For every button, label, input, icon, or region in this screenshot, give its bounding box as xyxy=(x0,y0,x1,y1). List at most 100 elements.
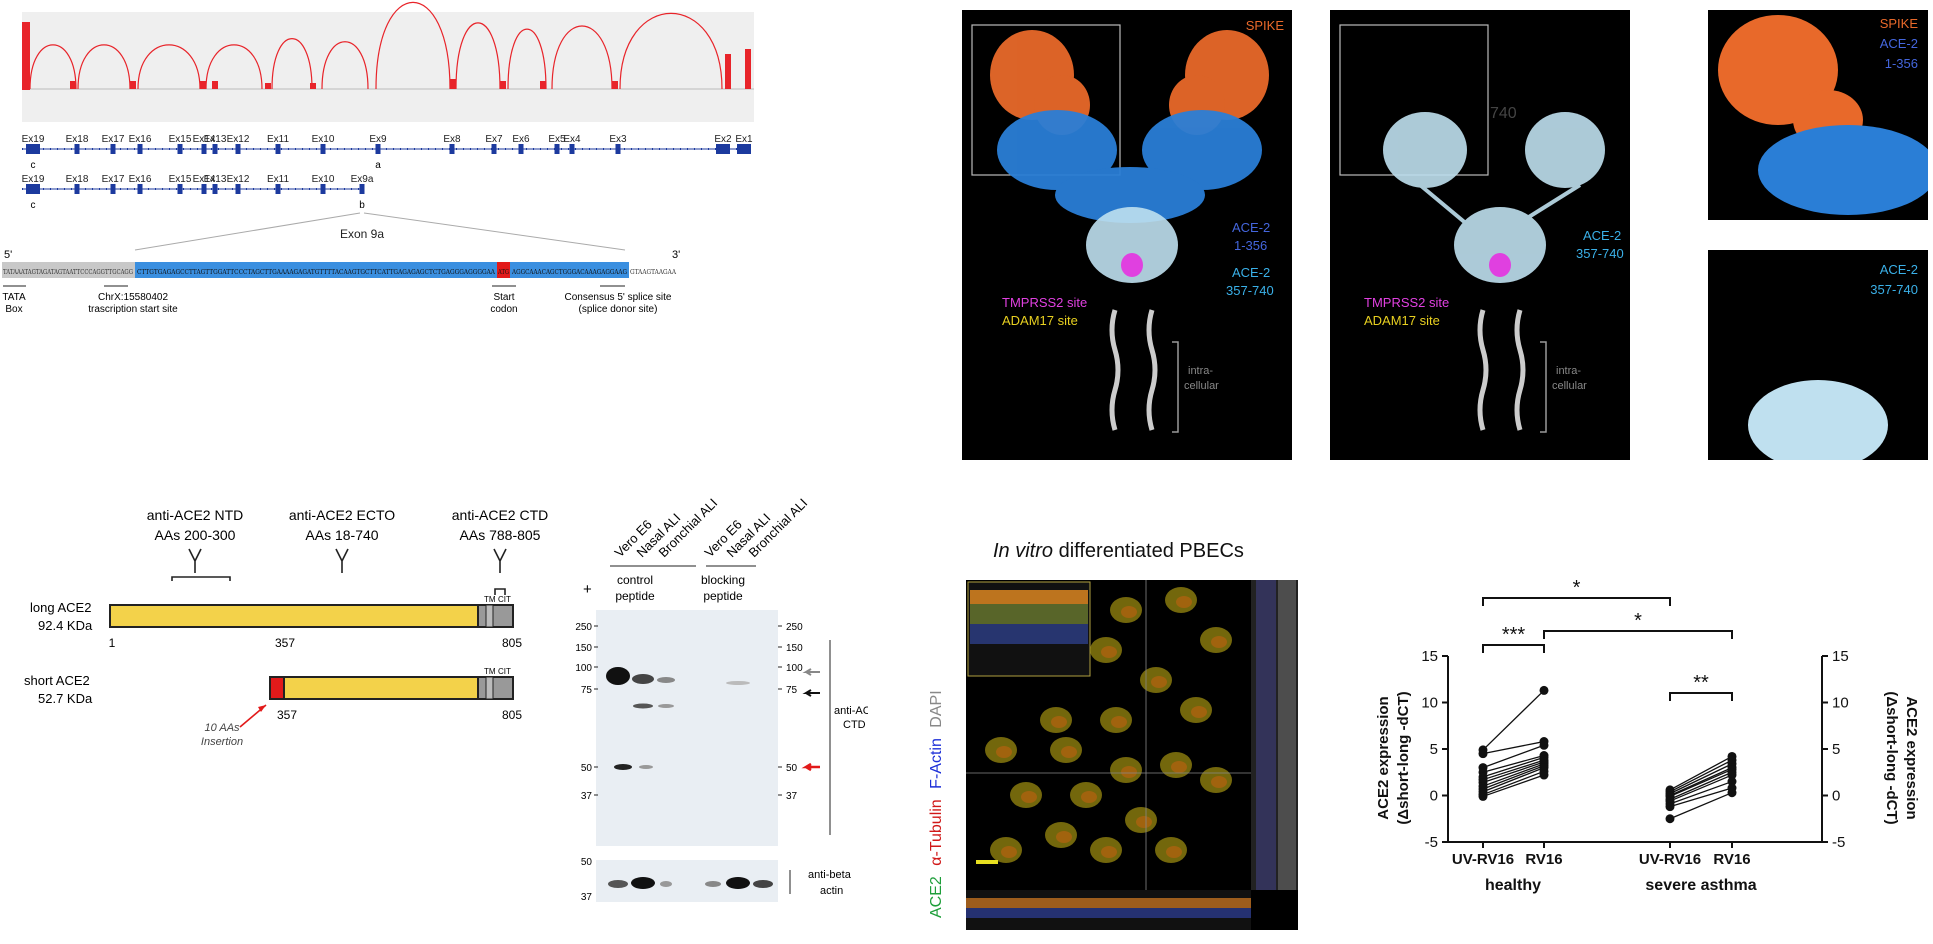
coverage-peak xyxy=(725,54,731,89)
paired-line xyxy=(1482,770,1545,796)
mw-markers-right: 250 150 100 75 50 37 xyxy=(778,622,803,802)
x-tick-label: UV-RV16 xyxy=(1452,851,1514,868)
zoom-label-ace2-b: ACE-2 xyxy=(1879,262,1918,277)
junction-arc xyxy=(29,44,77,90)
paired-line xyxy=(1482,754,1545,773)
significance-healthy: *** xyxy=(1502,624,1526,646)
exon-label: Ex17 xyxy=(102,134,125,145)
coverage-peak xyxy=(130,81,136,89)
panel-c-protein-diagram: anti-ACE2 NTD AAs 200-300 anti-ACE2 ECTO… xyxy=(24,507,548,748)
sashimi-plot xyxy=(22,1,751,90)
exon-block xyxy=(177,184,183,194)
exon-block xyxy=(137,184,143,194)
coverage-peak xyxy=(265,83,271,89)
arrow-50-red xyxy=(801,762,820,772)
mw-marker: 50 xyxy=(581,763,593,774)
exon-label: Ex15 xyxy=(169,134,192,145)
antibody-icon-ctd xyxy=(493,548,507,595)
beta-mw-50: 50 xyxy=(581,857,593,868)
antibody-label-2: CTD xyxy=(843,719,866,731)
short-cit-label: CIT xyxy=(498,667,511,676)
structure-ace2-only: 740 ACE-2 357-740 TMPRSS2 site ADAM17 si… xyxy=(1330,10,1630,460)
exon-block xyxy=(359,184,365,194)
splice-site-label-2: (splice donor site) xyxy=(579,304,658,315)
label-adam17-site-mid: ADAM17 site xyxy=(1364,313,1440,328)
exon-label: Ex8 xyxy=(443,134,461,145)
mw-marker: 75 xyxy=(581,685,593,696)
exon-block xyxy=(26,184,40,194)
zoom-label-ace2-range: 1-356 xyxy=(1884,56,1918,71)
exon-block xyxy=(110,184,116,194)
exon-label: Ex3 xyxy=(609,134,627,145)
label-ace2-357-740-mid: ACE-2 xyxy=(1583,228,1622,243)
exon-label: Ex9a xyxy=(351,174,374,185)
y-tick-label: 0 xyxy=(1430,788,1438,805)
y-tick-label: -5 xyxy=(1425,834,1438,851)
data-point xyxy=(1727,788,1737,798)
exon-block xyxy=(74,144,80,154)
zoom-label-ace2-b-range: 357-740 xyxy=(1870,282,1918,297)
five-prime-label: 5' xyxy=(4,249,12,261)
splice-site-label-1: Consensus 5' splice site xyxy=(565,292,672,303)
ab-ecto-label: anti-ACE2 ECTO xyxy=(289,507,395,523)
label-ace2-357-740-mid-range: 357-740 xyxy=(1576,246,1624,261)
exon-label: Ex6 xyxy=(512,134,530,145)
exon-label: Ex18 xyxy=(66,134,89,145)
y-tick-label: 0 xyxy=(1832,788,1840,805)
marker-b: b xyxy=(359,200,365,211)
junction-arc xyxy=(455,22,501,90)
coverage-peak xyxy=(612,81,618,89)
label-adam17-site: ADAM17 site xyxy=(1002,313,1078,328)
exon-block xyxy=(320,184,326,194)
short-ace2-name: short ACE2 xyxy=(24,673,90,688)
paired-line xyxy=(1669,774,1733,802)
three-prime-label: 3' xyxy=(672,249,680,261)
coverage-peak xyxy=(540,81,546,89)
microscopy-title-italic: In vitro xyxy=(993,540,1054,562)
beta-mw-37: 37 xyxy=(581,892,593,903)
label-intracellular-2: cellular xyxy=(1184,380,1219,392)
exon-label: Ex10 xyxy=(312,134,335,145)
pos-357-long: 357 xyxy=(275,636,295,650)
x-tick-label: RV16 xyxy=(1525,851,1562,868)
significance-cross: * xyxy=(1634,610,1642,632)
legend-factin: F-Actin xyxy=(928,738,945,789)
paired-line xyxy=(1482,766,1545,793)
mw-marker: 37 xyxy=(581,791,593,802)
junction-arc xyxy=(551,25,613,90)
exon-block xyxy=(615,144,621,154)
exon-label: Ex4 xyxy=(563,134,581,145)
exon9a-title: Exon 9a xyxy=(340,227,384,241)
significance-top: * xyxy=(1573,577,1581,599)
paired-line xyxy=(1482,689,1545,751)
tss-label-2: trascription start site xyxy=(88,304,178,315)
coverage-peak xyxy=(310,83,316,89)
y-axis-label-right-2: (Δshort-long -dCT) xyxy=(1883,691,1900,824)
sequence-text-start: ATG xyxy=(497,268,509,276)
beta-label-2: actin xyxy=(820,885,843,897)
mw-marker: 75 xyxy=(786,685,798,696)
significance-healthy-bracket xyxy=(1482,644,1545,653)
paired-line xyxy=(1669,787,1733,808)
microscopy-legend: ACE2 α-Tubulin F-Actin DAPI xyxy=(928,690,946,918)
long-ace2-kda: 92.4 KDa xyxy=(38,618,93,633)
insertion-label-2: Insertion xyxy=(201,736,243,748)
junction-arc xyxy=(619,12,723,90)
short-isoform-track xyxy=(22,184,365,194)
paired-line xyxy=(1669,763,1733,795)
exon-label: Ex19 xyxy=(22,134,45,145)
exon-block xyxy=(235,144,241,154)
label-ace2-357-740: ACE-2 xyxy=(1232,265,1271,280)
tata-box-label-1: TATA xyxy=(2,292,26,303)
pos-805-long: 805 xyxy=(502,636,522,650)
paired-line xyxy=(1482,765,1545,790)
data-point xyxy=(1665,802,1675,812)
coverage-peak xyxy=(212,81,218,89)
marker-a: a xyxy=(375,160,381,171)
start-codon-label-1: Start xyxy=(493,292,514,303)
junction-arc xyxy=(321,41,369,90)
exon-label: Ex12 xyxy=(227,174,250,185)
